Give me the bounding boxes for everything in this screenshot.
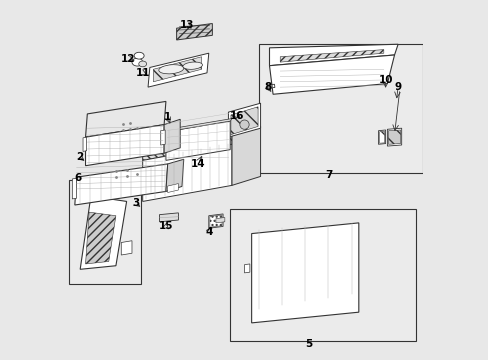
- Polygon shape: [165, 159, 183, 192]
- Bar: [258, 44, 422, 173]
- Ellipse shape: [134, 52, 144, 59]
- Text: 5: 5: [305, 339, 312, 349]
- Polygon shape: [231, 126, 260, 185]
- Text: 7: 7: [324, 170, 331, 180]
- Polygon shape: [160, 130, 165, 145]
- Polygon shape: [72, 178, 77, 199]
- Polygon shape: [75, 164, 167, 205]
- Text: 9: 9: [394, 82, 401, 92]
- Polygon shape: [151, 126, 223, 148]
- Polygon shape: [216, 217, 224, 223]
- Polygon shape: [228, 103, 260, 137]
- Polygon shape: [209, 215, 222, 227]
- Polygon shape: [85, 212, 116, 264]
- Ellipse shape: [139, 61, 146, 67]
- Polygon shape: [153, 57, 201, 82]
- Text: 2: 2: [76, 152, 83, 162]
- Text: 14: 14: [190, 159, 205, 169]
- Polygon shape: [142, 144, 231, 202]
- Text: 4: 4: [204, 227, 212, 237]
- Ellipse shape: [132, 58, 142, 66]
- Polygon shape: [379, 131, 384, 143]
- Bar: [230, 208, 415, 341]
- Polygon shape: [83, 137, 86, 152]
- Polygon shape: [208, 214, 223, 228]
- Polygon shape: [148, 53, 208, 87]
- Text: 16: 16: [230, 111, 244, 121]
- Polygon shape: [244, 264, 249, 273]
- Polygon shape: [269, 44, 397, 66]
- Text: 8: 8: [264, 82, 271, 92]
- Polygon shape: [165, 118, 231, 132]
- Text: 12: 12: [121, 54, 135, 64]
- Ellipse shape: [183, 62, 202, 69]
- Polygon shape: [230, 107, 258, 135]
- Polygon shape: [167, 184, 178, 193]
- Polygon shape: [386, 128, 401, 146]
- Polygon shape: [164, 119, 180, 153]
- Polygon shape: [378, 130, 385, 144]
- Polygon shape: [176, 23, 212, 40]
- Polygon shape: [267, 85, 272, 87]
- Text: 1: 1: [164, 112, 171, 122]
- Polygon shape: [267, 84, 274, 88]
- Polygon shape: [269, 55, 394, 94]
- Text: 15: 15: [158, 221, 173, 231]
- Polygon shape: [165, 121, 230, 160]
- Circle shape: [240, 120, 248, 129]
- Polygon shape: [85, 102, 165, 137]
- Text: 11: 11: [135, 68, 150, 78]
- Polygon shape: [159, 213, 178, 222]
- Text: 3: 3: [132, 198, 139, 208]
- Polygon shape: [251, 223, 358, 323]
- Polygon shape: [80, 196, 126, 269]
- Text: 10: 10: [378, 75, 392, 85]
- Polygon shape: [280, 50, 383, 62]
- Bar: [69, 180, 141, 284]
- Polygon shape: [142, 130, 231, 160]
- Text: 13: 13: [180, 19, 194, 30]
- Polygon shape: [121, 241, 132, 255]
- Ellipse shape: [159, 65, 183, 74]
- Polygon shape: [85, 125, 164, 166]
- Polygon shape: [387, 130, 400, 144]
- Text: 6: 6: [75, 173, 82, 183]
